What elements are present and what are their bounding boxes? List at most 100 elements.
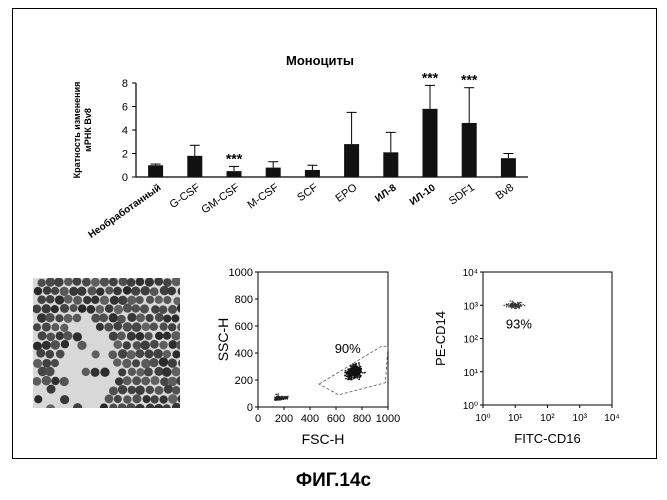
cell-blob xyxy=(113,358,121,366)
cell-blob xyxy=(127,332,136,341)
cell-blob xyxy=(159,323,167,331)
plot-frame xyxy=(483,272,612,405)
cell-blob xyxy=(51,359,59,367)
cell-blob xyxy=(96,287,104,295)
cell-blob xyxy=(171,331,180,340)
cell-blob xyxy=(73,277,82,286)
cell-blob xyxy=(100,296,109,305)
event-dot xyxy=(277,397,279,399)
cell-blob xyxy=(56,350,65,359)
cell-blob xyxy=(181,368,190,377)
cell-blob xyxy=(128,386,137,395)
cell-blob xyxy=(51,305,59,313)
cell-blob xyxy=(127,296,136,305)
cell-blob xyxy=(173,297,181,305)
cell-blob xyxy=(181,278,190,287)
cell-blob xyxy=(150,322,158,330)
cell-blob xyxy=(34,395,42,403)
cell-blob xyxy=(87,305,96,314)
event-dot xyxy=(515,306,516,307)
event-dot xyxy=(352,368,354,370)
cell-blob xyxy=(82,368,90,376)
category-label: ИЛ-8 xyxy=(373,182,399,205)
y-axis-label: SSC-H xyxy=(215,318,231,362)
cell-blob xyxy=(77,287,86,296)
y-tick-label: 8 xyxy=(122,78,128,90)
event-dot xyxy=(515,308,516,309)
cell-blob xyxy=(171,367,180,376)
event-dot xyxy=(358,379,360,381)
cell-blob xyxy=(140,341,150,351)
cell-blob xyxy=(46,332,55,341)
x-tick-label: 0 xyxy=(255,413,261,425)
cell-blob xyxy=(123,322,132,331)
cell-blob xyxy=(37,295,46,304)
event-dot xyxy=(512,304,513,305)
cell-blob xyxy=(159,357,168,366)
bar-chart: Моноциты02468Кратность изменениямРНК Bv8… xyxy=(72,53,528,241)
event-dot xyxy=(358,364,360,366)
cell-blob xyxy=(178,395,187,404)
cell-blob xyxy=(114,395,122,403)
event-dot xyxy=(509,305,510,306)
cell-blob xyxy=(132,304,140,312)
cell-blob xyxy=(60,304,69,313)
x-tick-label: 400 xyxy=(301,413,319,425)
event-dot xyxy=(344,374,346,376)
event-dot xyxy=(507,304,508,305)
cell-blob xyxy=(42,359,51,368)
cell-blob xyxy=(123,304,132,313)
event-dot xyxy=(503,305,504,306)
cell-blob xyxy=(150,287,159,296)
cell-blob xyxy=(37,279,45,287)
cell-blob xyxy=(42,322,51,331)
cell-blob xyxy=(105,286,113,294)
event-dot xyxy=(277,393,279,395)
cell-blob xyxy=(155,332,163,340)
event-dot xyxy=(524,305,525,306)
cell-blob xyxy=(151,305,159,313)
cell-blob xyxy=(136,313,145,322)
cell-blob xyxy=(110,296,119,305)
cell-blob xyxy=(113,322,122,331)
cell-blob xyxy=(73,403,82,412)
cell-blob xyxy=(168,340,177,349)
cell-blob xyxy=(163,278,172,287)
event-dot xyxy=(275,397,277,399)
cell-blob xyxy=(63,331,72,340)
cell-blob xyxy=(118,349,127,358)
cell-blob xyxy=(159,395,167,403)
cell-blob xyxy=(163,296,171,304)
event-dot xyxy=(345,378,347,380)
event-dot xyxy=(519,302,520,303)
cell-blob xyxy=(43,286,52,295)
x-tick-label: 10² xyxy=(540,413,555,424)
event-dot xyxy=(508,306,509,307)
x-tick-label: 1000 xyxy=(376,413,400,425)
y-tick-label: 10¹ xyxy=(464,368,479,379)
event-dot xyxy=(275,394,277,396)
bar xyxy=(501,158,516,177)
cell-blob xyxy=(172,403,181,412)
cell-blob xyxy=(181,349,190,358)
event-dot xyxy=(349,373,351,375)
cell-blob xyxy=(143,395,151,403)
x-tick-label: 800 xyxy=(353,413,371,425)
event-dot xyxy=(359,375,361,377)
cell-blob xyxy=(164,385,173,394)
cell-blob xyxy=(141,377,150,386)
event-dot xyxy=(517,302,518,303)
event-dot xyxy=(511,303,512,304)
cell-blob xyxy=(176,376,185,385)
cell-blob xyxy=(163,332,171,340)
x-tick-label: 10⁴ xyxy=(604,413,619,424)
category-label: ИЛ-10 xyxy=(408,182,438,208)
cell-blob xyxy=(113,287,122,296)
event-dot xyxy=(349,371,351,373)
event-dot xyxy=(345,370,347,372)
event-dot xyxy=(513,304,514,305)
scatter-fsc-ssc: 0200400600800100002004006008001000FSC-HS… xyxy=(215,267,400,447)
cell-blob xyxy=(133,341,142,350)
cell-blob xyxy=(64,277,73,286)
cell-blob xyxy=(162,367,172,377)
